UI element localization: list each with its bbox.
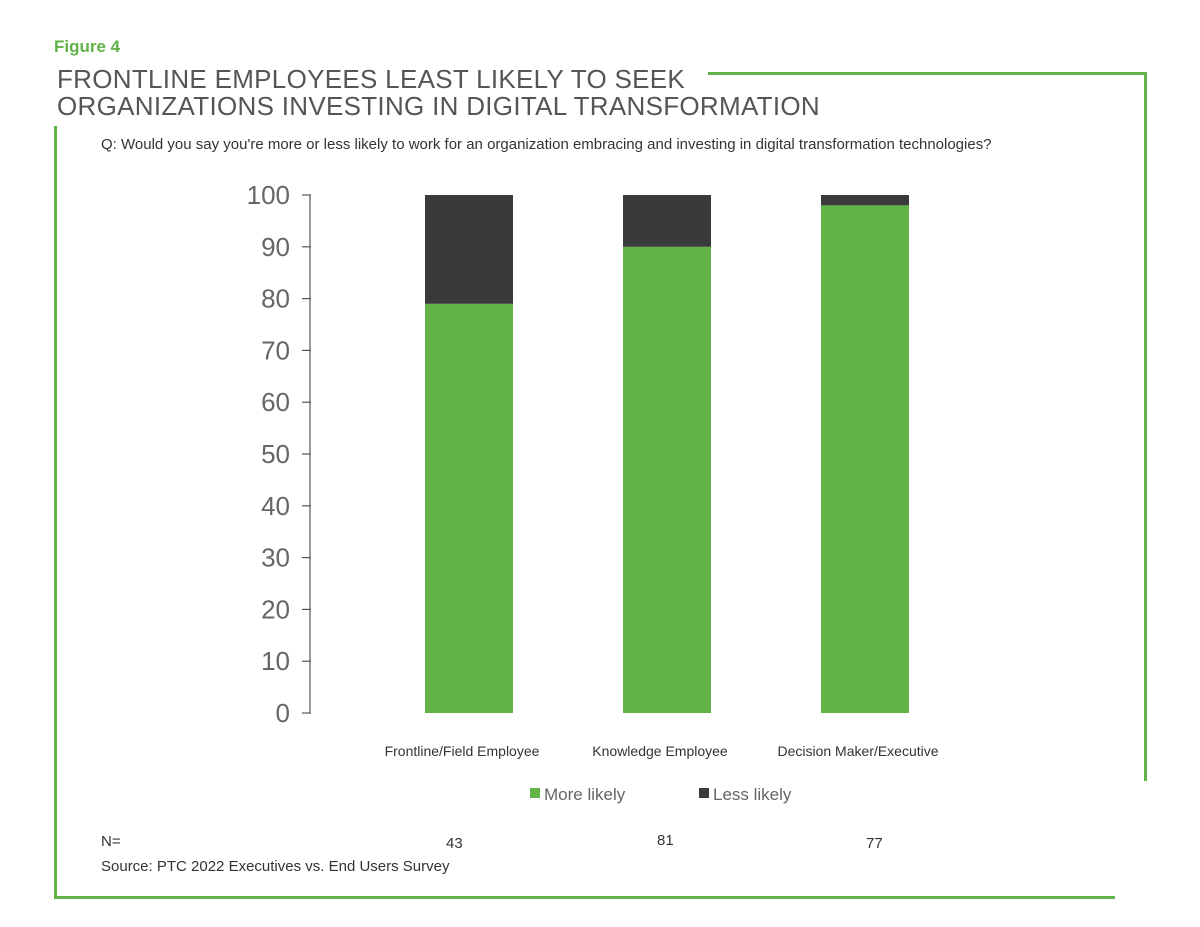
- bar-more-likely-2: [821, 205, 909, 714]
- x-category-label-1: Knowledge Employee: [592, 743, 728, 759]
- chart-title-line-1: FRONTLINE EMPLOYEES LEAST LIKELY TO SEEK: [57, 64, 686, 94]
- legend-swatch-1: [699, 788, 709, 798]
- n-value-knowledge: 81: [657, 832, 674, 849]
- legend-label-1: Less likely: [713, 785, 792, 804]
- legend-label-0: More likely: [544, 785, 626, 804]
- frame-top-line: [708, 72, 1147, 75]
- frame-bottom-line: [54, 896, 1115, 899]
- n-value-frontline: 43: [446, 835, 463, 852]
- y-tick-label-100: 100: [247, 180, 290, 210]
- bar-less-likely-0: [425, 195, 513, 304]
- survey-question: Q: Would you say you're more or less lik…: [101, 136, 992, 153]
- y-tick-label-80: 80: [261, 284, 290, 314]
- y-tick-label-70: 70: [261, 335, 290, 365]
- bar-more-likely-1: [623, 246, 711, 714]
- x-category-label-2: Decision Maker/Executive: [777, 743, 938, 759]
- frame-left-line: [54, 126, 57, 899]
- y-tick-label-90: 90: [261, 232, 290, 262]
- y-tick-label-30: 30: [261, 543, 290, 573]
- x-category-label-0: Frontline/Field Employee: [385, 743, 540, 759]
- y-tick-label-0: 0: [276, 698, 290, 728]
- bar-less-likely-1: [623, 195, 711, 247]
- y-tick-label-10: 10: [261, 646, 290, 676]
- legend-swatch-0: [530, 788, 540, 798]
- n-label: N=: [101, 833, 121, 850]
- y-tick-label-50: 50: [261, 439, 290, 469]
- y-tick-label-40: 40: [261, 491, 290, 521]
- source-note: Source: PTC 2022 Executives vs. End User…: [101, 858, 450, 875]
- chart-title: FRONTLINE EMPLOYEES LEAST LIKELY TO SEEK…: [57, 66, 820, 120]
- bar-less-likely-2: [821, 195, 909, 206]
- n-value-executive: 77: [866, 835, 883, 852]
- bar-more-likely-0: [425, 303, 513, 713]
- chart-title-line-2: ORGANIZATIONS INVESTING IN DIGITAL TRANS…: [57, 91, 820, 121]
- y-tick-label-60: 60: [261, 387, 290, 417]
- frame-right-line: [1144, 72, 1147, 781]
- figure-label: Figure 4: [54, 37, 121, 56]
- y-tick-label-20: 20: [261, 594, 290, 624]
